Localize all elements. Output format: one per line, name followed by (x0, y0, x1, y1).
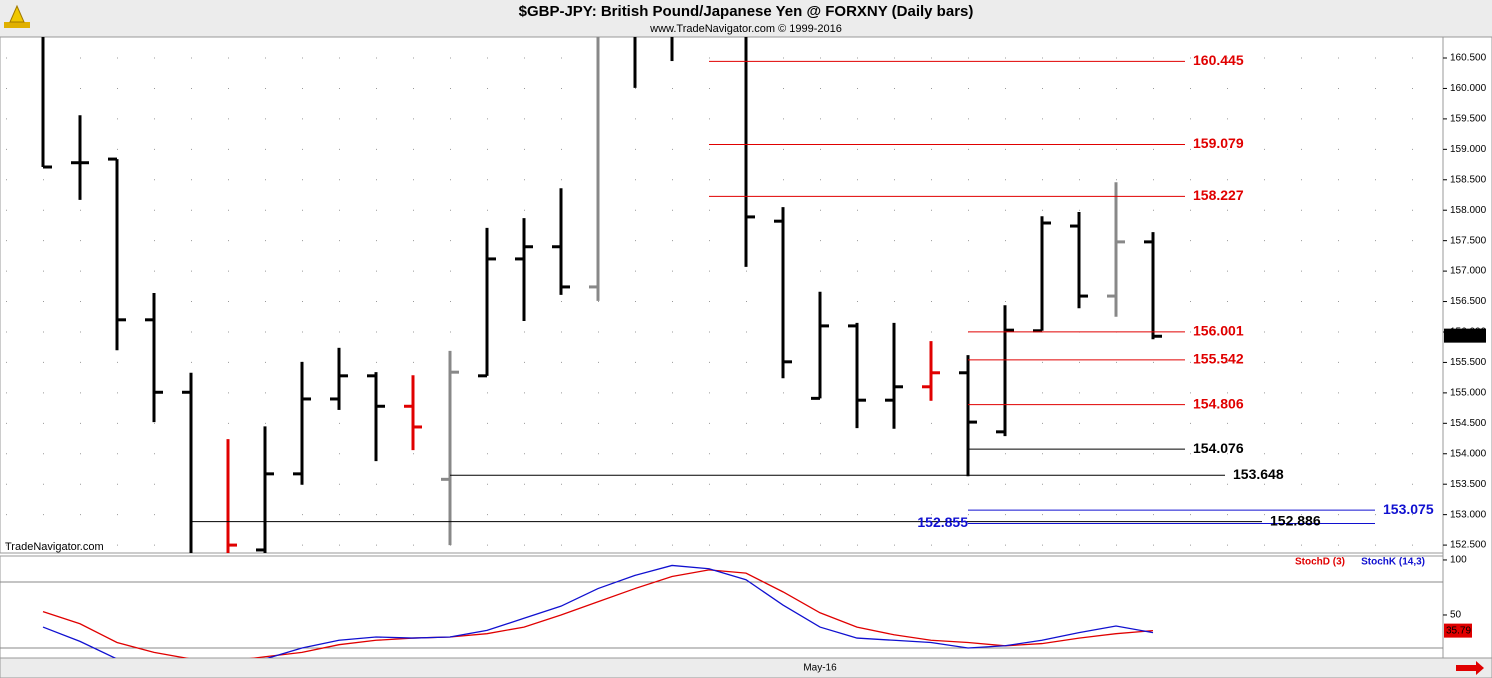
legend-entry: StochK (14,3) (1361, 557, 1425, 568)
y-tick-label: 155.500 (1450, 357, 1487, 368)
legend-entry: StochD (3) (1295, 557, 1345, 568)
stoch-line (42, 564, 1154, 658)
level-label: 155.542 (1193, 351, 1244, 367)
level-label: 154.806 (1193, 395, 1244, 411)
x-tick-label: May-16 (803, 663, 837, 674)
y-tick-label: 160.500 (1450, 53, 1487, 64)
y-tick-label: 157.500 (1450, 235, 1487, 246)
level-label: 152.886 (1270, 512, 1321, 528)
y-tick-label: 157.000 (1450, 266, 1487, 277)
level-label: 158.227 (1193, 187, 1244, 203)
y-tick-label: 156.500 (1450, 296, 1487, 307)
level-label: 153.648 (1233, 466, 1284, 482)
y-tick-label: 153.000 (1450, 509, 1487, 520)
watermark: TradeNavigator.com (5, 541, 104, 553)
y-tick-label: 158.000 (1450, 205, 1487, 216)
logo-icon (4, 4, 30, 28)
y-tick-label: 152.500 (1450, 540, 1487, 551)
chart-subtitle: www.TradeNavigator.com © 1999-2016 (649, 23, 842, 35)
last-value-label: 35.79 (1446, 625, 1471, 636)
y-tick-label: 154.500 (1450, 418, 1487, 429)
level-label: 152.855 (917, 514, 968, 530)
stoch-line (42, 569, 1154, 658)
y-tick-label: 154.000 (1450, 448, 1487, 459)
y-tick-label: 158.500 (1450, 174, 1487, 185)
last-price-label: 155.940 (1446, 330, 1483, 341)
y-tick-label: 50 (1450, 610, 1462, 621)
y-tick-label: 153.500 (1450, 479, 1487, 490)
y-tick-label: 160.000 (1450, 83, 1487, 94)
level-label: 153.075 (1383, 501, 1434, 517)
level-label: 159.079 (1193, 135, 1244, 151)
level-label: 160.445 (1193, 52, 1244, 68)
title-bar (0, 0, 1492, 37)
time-axis (0, 657, 1492, 678)
price-pane (0, 36, 1444, 554)
y-tick-label: 159.000 (1450, 144, 1487, 155)
y-tick-label: 159.500 (1450, 114, 1487, 125)
y-tick-label: 100 (1450, 555, 1467, 566)
level-label: 156.001 (1193, 323, 1244, 339)
y-tick-label: 155.000 (1450, 388, 1487, 399)
scroll-arrow[interactable] (1456, 661, 1484, 675)
last-value-box (1444, 623, 1472, 638)
chart-title: $GBP-JPY: British Pound/Japanese Yen @ F… (519, 3, 974, 20)
price-axis (1442, 36, 1492, 659)
level-label: 154.076 (1193, 440, 1244, 456)
last-price-box (1444, 328, 1486, 343)
